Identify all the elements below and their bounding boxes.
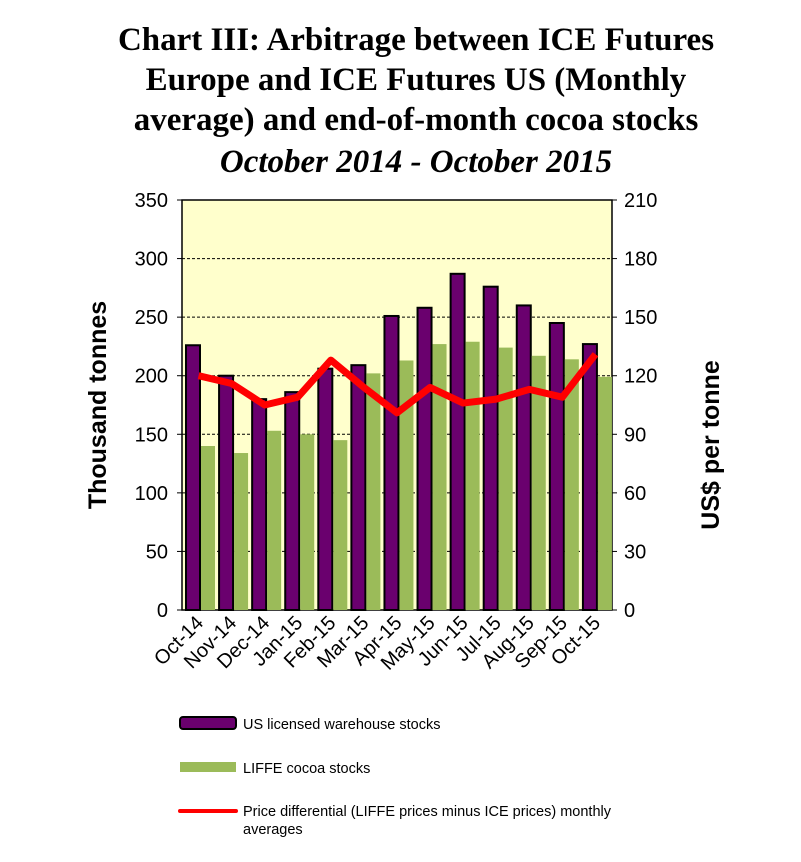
bar-us-May-15 xyxy=(416,306,433,611)
bar-liffe-Sep-15 xyxy=(564,359,579,610)
bar-liffe-Oct-15 xyxy=(597,376,612,610)
bar-liffe-Apr-15 xyxy=(399,360,414,610)
legend-label-liffe: LIFFE cocoa stocks xyxy=(243,761,370,777)
legend-swatch-liffe xyxy=(180,762,236,772)
bar-us-Jan-15 xyxy=(284,391,301,611)
bar-us-Nov-14 xyxy=(218,374,235,612)
y-tick-label: 150 xyxy=(135,424,168,446)
chart-title-line-1: Chart III: Arbitrage between ICE Futures xyxy=(118,22,714,58)
y-axis-label: Thousand tonnes xyxy=(84,301,112,509)
bar-liffe-Jun-15 xyxy=(465,341,480,610)
bar-us-Oct-14 xyxy=(185,344,201,611)
y-tick-label: 100 xyxy=(135,483,168,505)
y2-tick-label: 0 xyxy=(624,600,635,622)
y-tick-label: 250 xyxy=(135,307,168,329)
y-tick-label: 50 xyxy=(146,541,168,563)
bar-liffe-Oct-14 xyxy=(201,446,215,610)
y-tick-label: 0 xyxy=(157,600,168,622)
bar-us-Oct-15 xyxy=(581,343,598,611)
y2-tick-label: 90 xyxy=(624,424,646,446)
bar-liffe-May-15 xyxy=(432,344,447,610)
legend-swatch-us xyxy=(179,716,237,730)
y-tick-label: 200 xyxy=(135,366,168,388)
bar-us-Mar-15 xyxy=(350,364,367,611)
chart-title-line-2: Europe and ICE Futures US (Monthly xyxy=(146,62,687,98)
y2-tick-label: 210 xyxy=(624,190,657,212)
bar-liffe-Feb-15 xyxy=(333,440,348,610)
bar-us-Dec-14 xyxy=(251,398,268,611)
y2-tick-label: 150 xyxy=(624,307,657,329)
y2-axis-label: US$ per tonne xyxy=(697,360,725,530)
bar-us-Jul-15 xyxy=(482,285,499,611)
bar-us-Apr-15 xyxy=(383,314,400,611)
y2-tick-label: 120 xyxy=(624,366,657,388)
bar-us-Feb-15 xyxy=(317,367,334,611)
legend-label-us: US licensed warehouse stocks xyxy=(243,717,440,733)
bar-liffe-Jan-15 xyxy=(300,434,315,610)
bar-us-Sep-15 xyxy=(548,322,565,611)
bar-liffe-Mar-15 xyxy=(366,373,381,610)
legend: US licensed warehouse stocks LIFFE cocoa… xyxy=(178,716,612,838)
y2-tick-label: 60 xyxy=(624,483,646,505)
bar-us-Jun-15 xyxy=(449,272,466,611)
legend-label-price-1: Price differential (LIFFE prices minus I… xyxy=(243,804,612,820)
bar-us-Aug-15 xyxy=(515,304,532,611)
y-tick-label: 300 xyxy=(135,249,168,271)
legend-label-price-2: averages xyxy=(243,822,303,838)
bar-liffe-Aug-15 xyxy=(531,355,546,610)
chart-title-line-3: average) and end-of-month cocoa stocks xyxy=(134,102,699,138)
bar-liffe-Nov-14 xyxy=(234,453,249,610)
y-tick-label: 350 xyxy=(135,190,168,212)
bar-liffe-Dec-14 xyxy=(267,430,282,610)
y2-tick-label: 180 xyxy=(624,249,657,271)
chart-subtitle: October 2014 - October 2015 xyxy=(220,144,612,180)
bar-liffe-Jul-15 xyxy=(498,347,513,610)
y2-tick-label: 30 xyxy=(624,541,646,563)
